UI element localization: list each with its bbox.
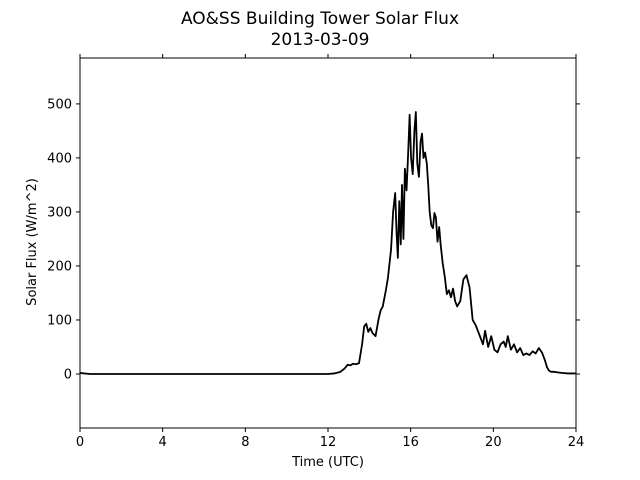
x-tick-label-8: 8 (241, 435, 249, 450)
x-tick-label-20: 20 (485, 435, 502, 450)
x-tick-label-0: 0 (76, 435, 84, 450)
series-line-0 (79, 111, 576, 375)
x-tick-label-12: 12 (320, 435, 337, 450)
y-tick-label-100: 100 (47, 313, 72, 328)
plot-area: 0 4 8 12 16 20 24 0 100 200 300 400 500 (47, 54, 584, 450)
y-tick-label-0: 0 (64, 367, 72, 382)
axes-frame (79, 57, 577, 429)
y-tick-label-200: 200 (47, 259, 72, 274)
y-axis-label: Solar Flux (W/m^2) (25, 178, 40, 306)
x-tick-label-24: 24 (568, 435, 585, 450)
chart-title: AO&SS Building Tower Solar Flux (181, 9, 459, 29)
x-tick-label-16: 16 (402, 435, 419, 450)
x-tick-label-4: 4 (159, 435, 167, 450)
chart-subtitle: 2013-03-09 (271, 30, 370, 50)
y-tick-label-400: 400 (47, 151, 72, 166)
y-tick-label-300: 300 (47, 205, 72, 220)
x-axis-label: Time (UTC) (291, 455, 364, 470)
y-tick-label-500: 500 (47, 97, 72, 112)
